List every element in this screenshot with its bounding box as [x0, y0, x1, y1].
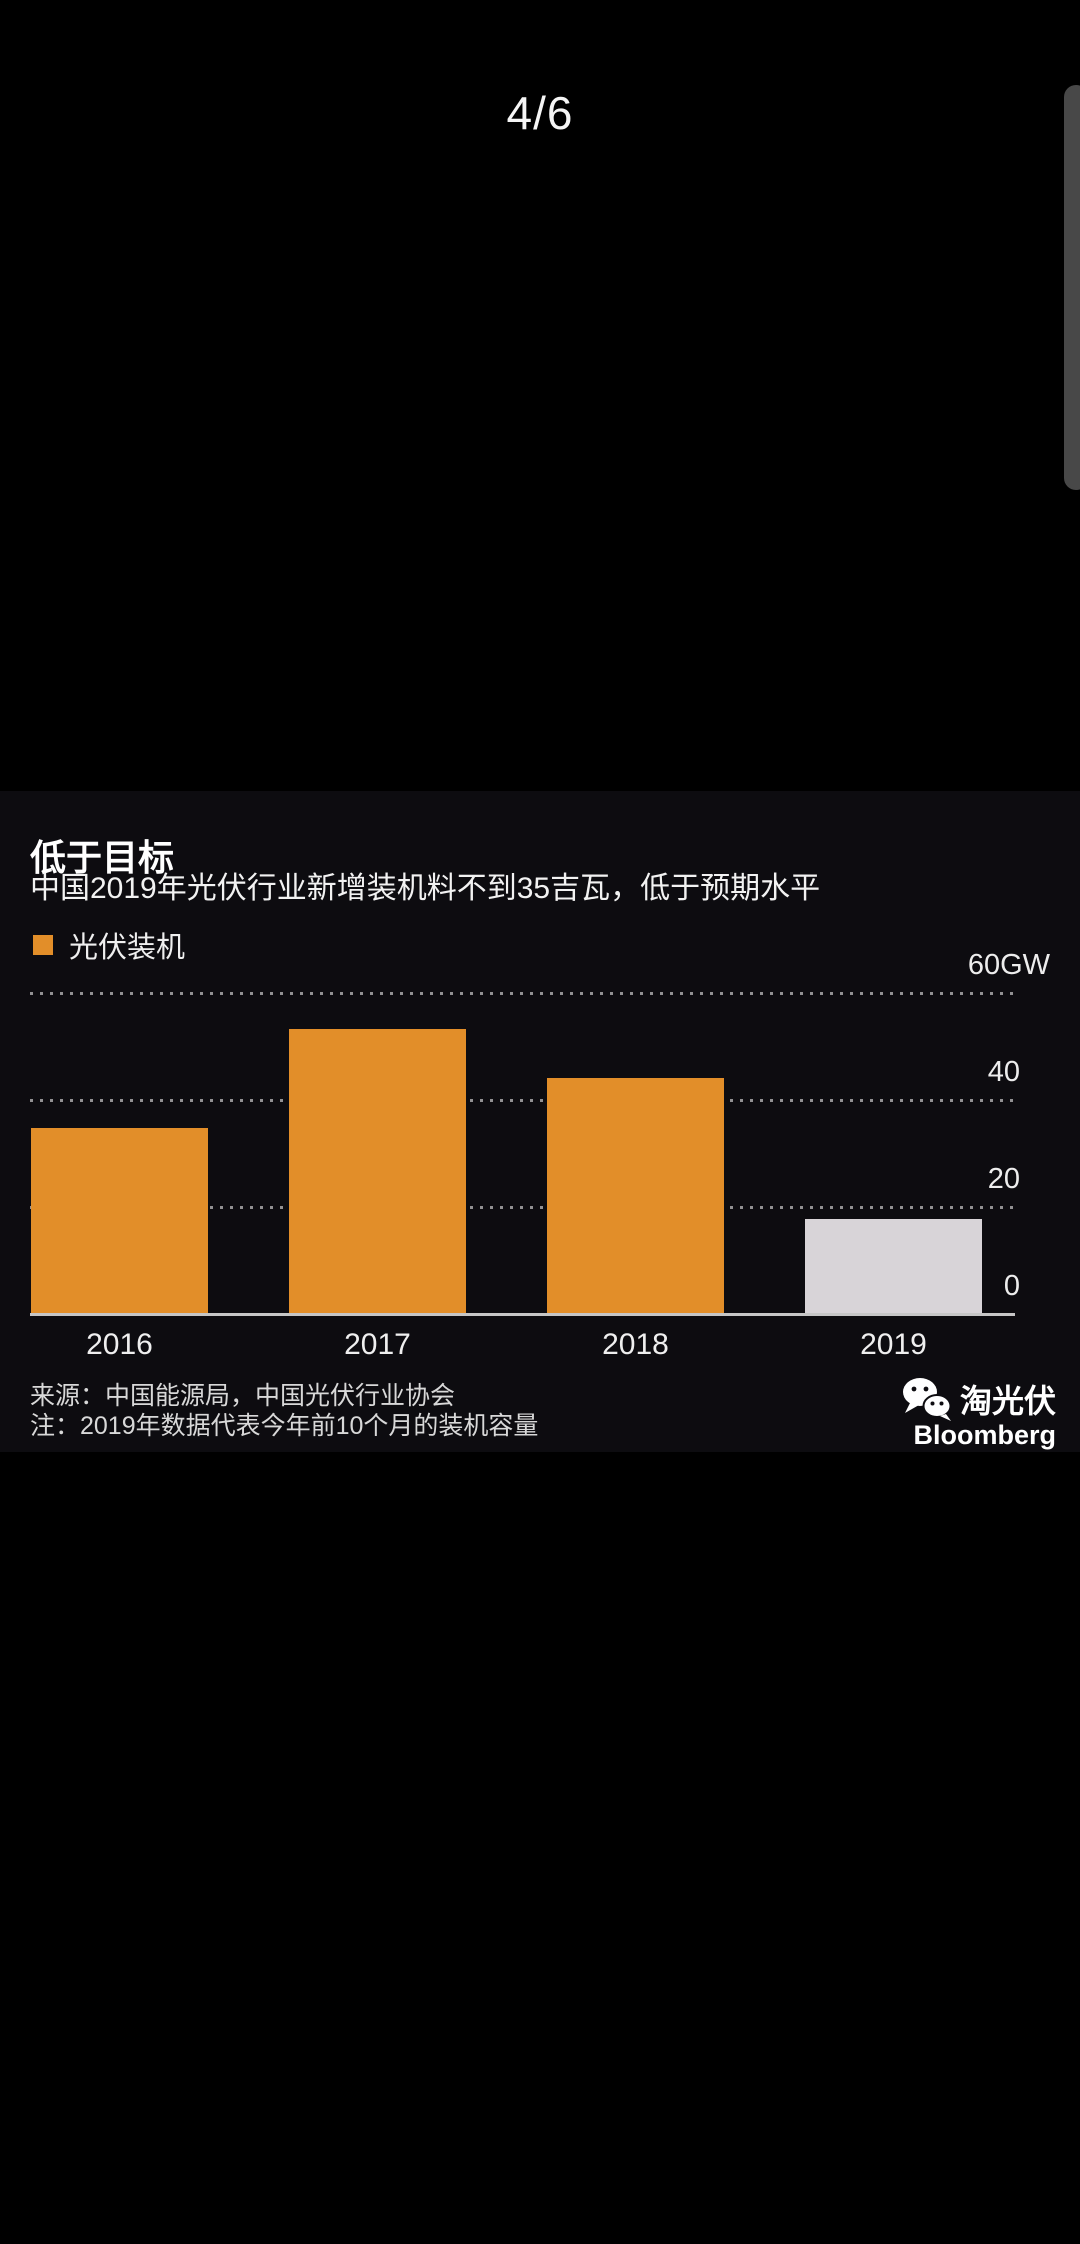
- y-tick-60: 60GW: [967, 949, 1050, 981]
- image-pager-indicator: 4/6: [506, 87, 574, 139]
- chart-title: 低于目标: [30, 837, 175, 878]
- branding-block: 淘光伏 Bloomberg: [902, 1376, 1056, 1451]
- chart-panel: 低于目标 中国2019年光伏行业新增装机料不到35吉瓦，低于预期水平 光伏装机 …: [0, 791, 1080, 1452]
- legend-label: 光伏装机: [69, 932, 186, 964]
- y-tick-40: 40: [987, 1056, 1020, 1088]
- account-name: 淘光伏: [959, 1383, 1056, 1419]
- x-axis-baseline: [30, 1313, 1015, 1316]
- gridline-60: [30, 992, 1015, 995]
- x-tick-2018: 2018: [602, 1328, 669, 1361]
- chart-subtitle: 中国2019年光伏行业新增装机料不到35吉瓦，低于预期水平: [30, 872, 821, 905]
- y-tick-20: 20: [987, 1163, 1020, 1195]
- chart-legend: 光伏装机: [33, 924, 185, 966]
- bar-2017: [289, 1029, 466, 1313]
- bar-2018: [547, 1078, 724, 1313]
- bar-2019: [805, 1219, 982, 1313]
- gridline-20: [30, 1206, 1015, 1209]
- source-text: 来源：中国能源局，中国光伏行业协会: [30, 1382, 456, 1410]
- x-tick-2019: 2019: [860, 1328, 927, 1361]
- x-tick-2016: 2016: [86, 1328, 153, 1361]
- gridline-40: [30, 1099, 1015, 1102]
- y-tick-0: 0: [1003, 1270, 1020, 1302]
- bar-2016: [31, 1128, 208, 1313]
- x-tick-2017: 2017: [344, 1328, 411, 1361]
- bloomberg-logo: Bloomberg: [913, 1420, 1056, 1450]
- wechat-icon: [902, 1378, 952, 1421]
- legend-swatch-icon: [33, 935, 53, 955]
- scrollbar-thumb[interactable]: [1064, 85, 1080, 490]
- note-text: 注：2019年数据代表今年前10个月的装机容量: [30, 1412, 539, 1440]
